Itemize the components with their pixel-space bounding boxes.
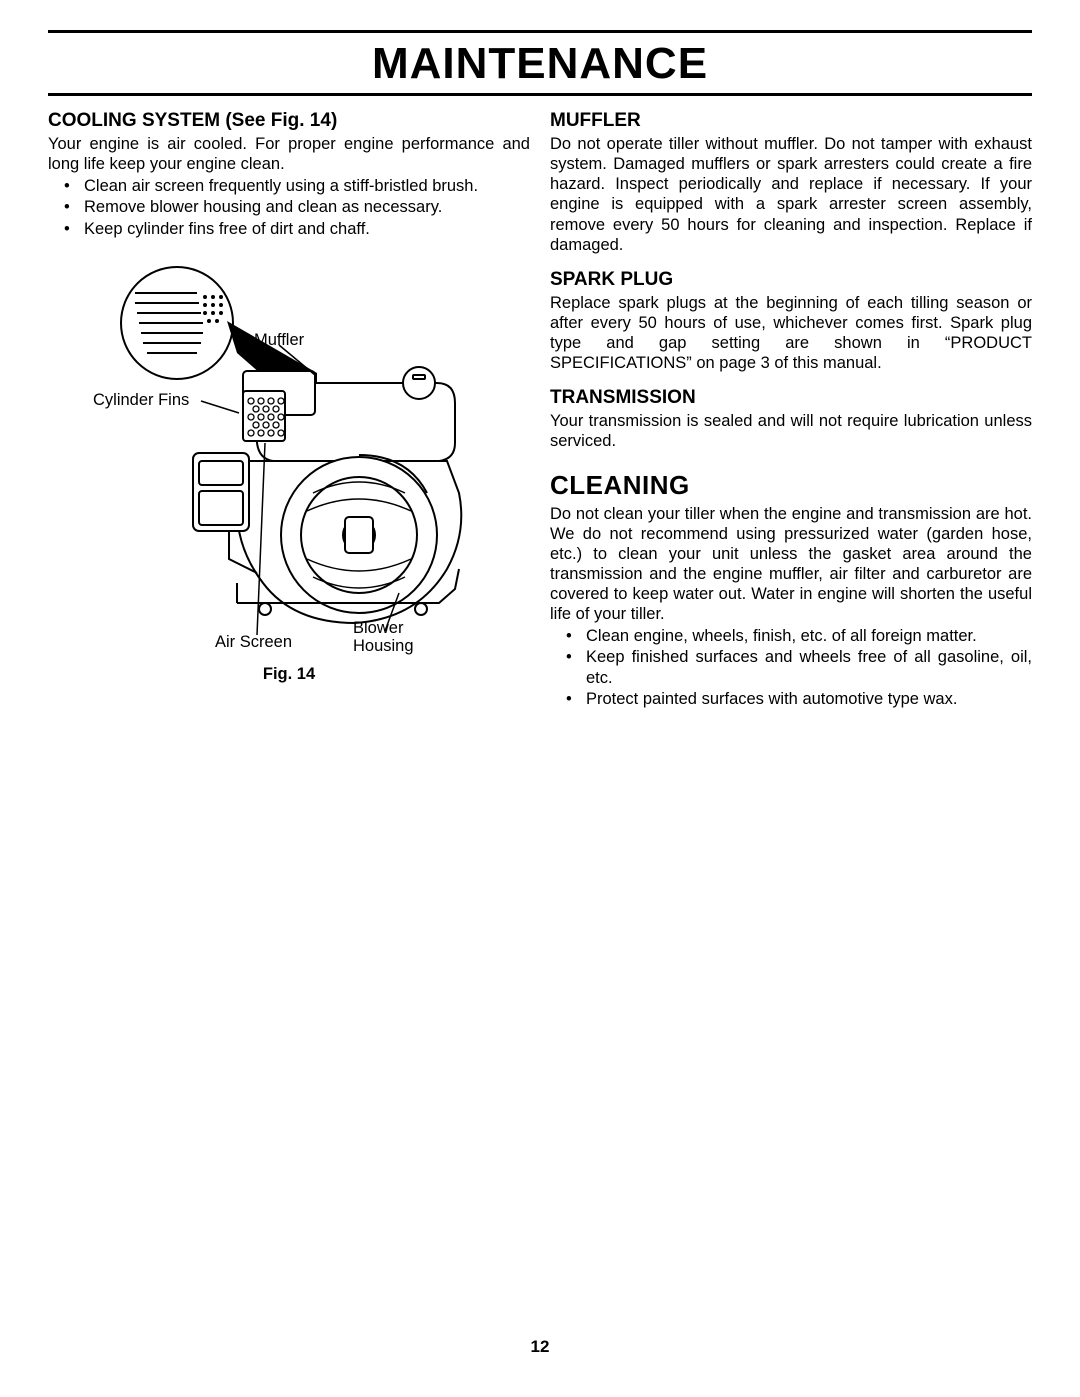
figure-label-cylinder-fins: Cylinder Fins xyxy=(93,391,189,409)
list-item: Remove blower housing and clean as neces… xyxy=(48,197,530,217)
list-item: Keep cylinder fins free of dirt and chaf… xyxy=(48,219,530,239)
transmission-text: Your transmission is sealed and will not… xyxy=(550,411,1032,451)
cleaning-intro: Do not clean your tiller when the engine… xyxy=(550,504,1032,625)
cleaning-bullets: Clean engine, wheels, finish, etc. of al… xyxy=(550,626,1032,709)
engine-diagram-icon xyxy=(87,263,491,663)
right-column: MUFFLER Do not operate tiller without mu… xyxy=(550,110,1032,710)
cooling-intro: Your engine is air cooled. For proper en… xyxy=(48,134,530,174)
page-title: MAINTENANCE xyxy=(48,33,1032,93)
spark-heading: SPARK PLUG xyxy=(550,269,1032,291)
content-columns: COOLING SYSTEM (See Fig. 14) Your engine… xyxy=(48,110,1032,710)
cooling-bullets: Clean air screen frequently using a stif… xyxy=(48,176,530,238)
list-item: Clean air screen frequently using a stif… xyxy=(48,176,530,196)
figure-label-air-screen: Air Screen xyxy=(215,633,292,651)
transmission-heading: TRANSMISSION xyxy=(550,387,1032,409)
figure-14: Muffler Cylinder Fins Air Screen Blower … xyxy=(87,263,491,663)
cooling-heading: COOLING SYSTEM (See Fig. 14) xyxy=(48,110,530,132)
muffler-text: Do not operate tiller without muffler. D… xyxy=(550,134,1032,255)
figure-label-muffler: Muffler xyxy=(254,331,304,349)
page-number: 12 xyxy=(0,1337,1080,1357)
list-item: Clean engine, wheels, finish, etc. of al… xyxy=(550,626,1032,646)
spark-text: Replace spark plugs at the beginning of … xyxy=(550,293,1032,374)
list-item: Protect painted surfaces with automotive… xyxy=(550,689,1032,709)
bottom-rule xyxy=(48,93,1032,96)
muffler-heading: MUFFLER xyxy=(550,110,1032,132)
figure-label-housing: Housing xyxy=(353,637,414,655)
left-column: COOLING SYSTEM (See Fig. 14) Your engine… xyxy=(48,110,530,710)
figure-label-blower: Blower xyxy=(353,619,403,637)
figure-caption: Fig. 14 xyxy=(48,665,530,684)
cleaning-heading: CLEANING xyxy=(550,470,1032,501)
list-item: Keep finished surfaces and wheels free o… xyxy=(550,647,1032,687)
